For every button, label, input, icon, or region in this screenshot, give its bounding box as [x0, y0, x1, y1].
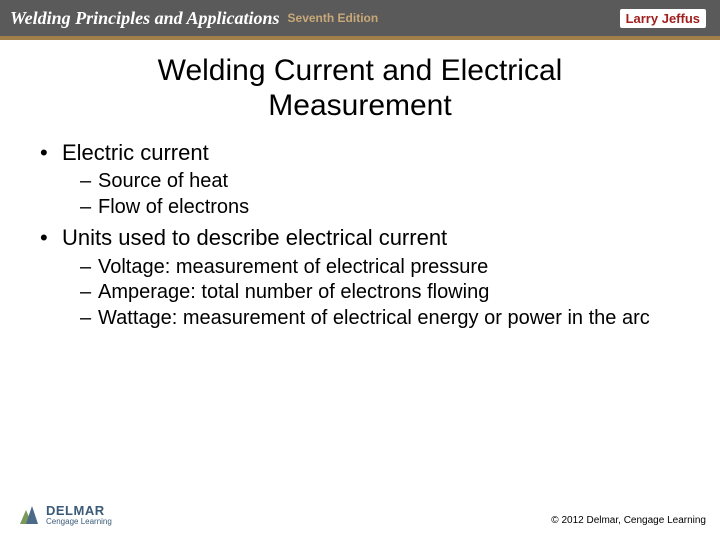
bullet-list: Electric current Source of heat Flow of …	[40, 139, 680, 331]
sub-bullet-item: Amperage: total number of electrons flow…	[80, 280, 680, 306]
logo-brand: DELMAR	[46, 504, 112, 517]
bullet-item: Units used to describe electrical curren…	[40, 224, 680, 331]
publisher-logo: DELMAR Cengage Learning	[18, 504, 112, 526]
sub-bullet-item: Flow of electrons	[80, 195, 680, 221]
publisher-logo-text: DELMAR Cengage Learning	[46, 504, 112, 526]
slide-title: Welding Current and Electrical Measureme…	[0, 54, 720, 123]
bullet-text: Electric current	[62, 140, 209, 165]
sub-bullet-item: Source of heat	[80, 169, 680, 195]
slide-title-line2: Measurement	[268, 89, 451, 122]
bullet-text: Units used to describe electrical curren…	[62, 225, 447, 250]
slide-content: Electric current Source of heat Flow of …	[0, 123, 720, 331]
sub-bullet-list: Voltage: measurement of electrical press…	[62, 255, 680, 332]
header-bar: Welding Principles and Applications Seve…	[0, 0, 720, 36]
sub-bullet-list: Source of heat Flow of electrons	[62, 169, 680, 220]
sub-bullet-item: Wattage: measurement of electrical energ…	[80, 306, 680, 332]
bullet-item: Electric current Source of heat Flow of …	[40, 139, 680, 220]
sub-bullet-item: Voltage: measurement of electrical press…	[80, 255, 680, 281]
logo-sub: Cengage Learning	[46, 518, 112, 526]
copyright-text: © 2012 Delmar, Cengage Learning	[551, 515, 706, 526]
delmar-logo-icon	[18, 504, 40, 526]
book-author: Larry Jeffus	[620, 9, 706, 28]
book-title: Welding Principles and Applications	[10, 8, 280, 29]
header-accent-bar	[0, 36, 720, 40]
slide-title-line1: Welding Current and Electrical	[158, 54, 563, 87]
book-edition: Seventh Edition	[288, 11, 379, 25]
